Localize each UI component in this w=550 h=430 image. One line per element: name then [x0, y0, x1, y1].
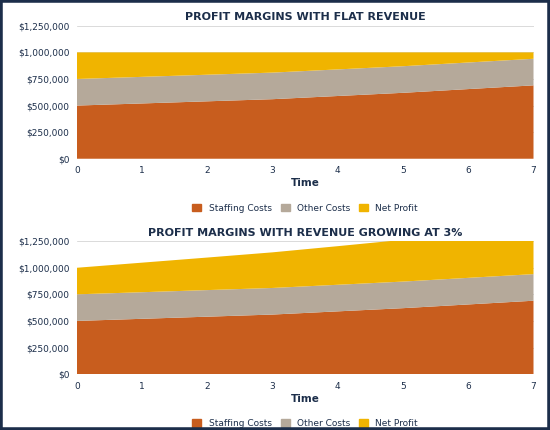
Title: PROFIT MARGINS WITH REVENUE GROWING AT 3%: PROFIT MARGINS WITH REVENUE GROWING AT 3… — [148, 227, 463, 238]
Legend: Staffing Costs, Other Costs, Net Profit: Staffing Costs, Other Costs, Net Profit — [192, 204, 418, 213]
X-axis label: Time: Time — [291, 393, 320, 403]
X-axis label: Time: Time — [291, 178, 320, 188]
Title: PROFIT MARGINS WITH FLAT REVENUE: PROFIT MARGINS WITH FLAT REVENUE — [185, 12, 426, 22]
Legend: Staffing Costs, Other Costs, Net Profit: Staffing Costs, Other Costs, Net Profit — [192, 419, 418, 428]
